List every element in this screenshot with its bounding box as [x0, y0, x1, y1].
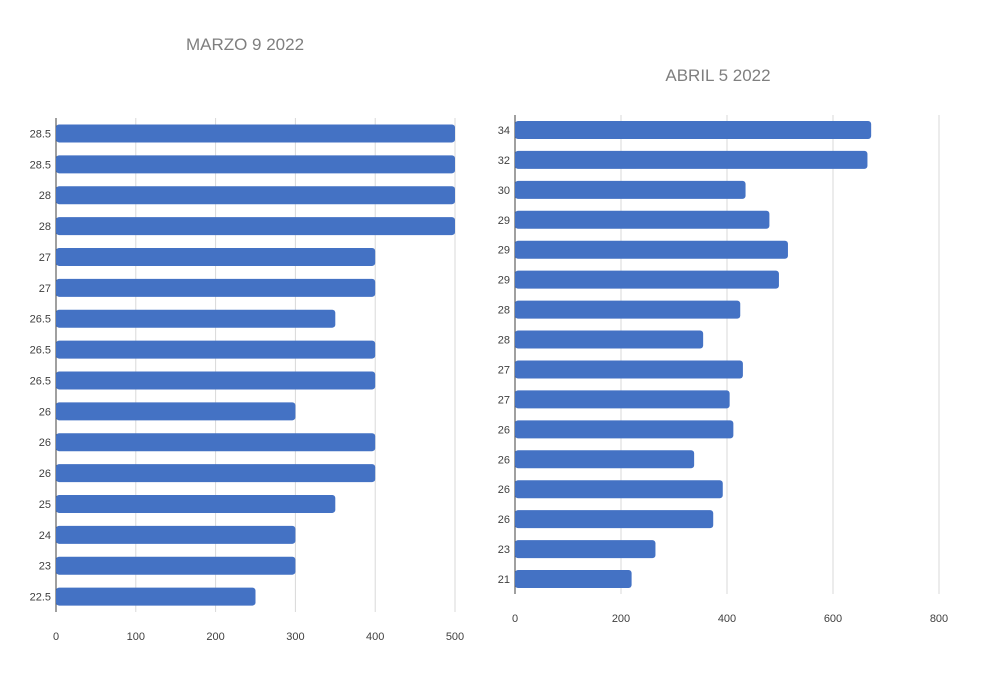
bar [515, 300, 741, 319]
y-category-label: 23 [39, 561, 51, 573]
bar [515, 420, 734, 439]
x-tick-label: 100 [127, 631, 145, 643]
bar [515, 480, 723, 499]
bar [56, 371, 376, 390]
bar [515, 210, 770, 229]
x-tick-label: 400 [718, 613, 736, 625]
x-tick-label: 800 [930, 613, 948, 625]
bar [56, 494, 336, 513]
y-category-label: 29 [498, 215, 510, 227]
y-category-label: 27 [498, 364, 510, 376]
y-category-label: 22.5 [30, 592, 51, 604]
bar [56, 309, 336, 328]
y-category-label: 28.5 [30, 159, 51, 171]
y-category-label: 34 [498, 125, 510, 137]
bar [515, 330, 704, 349]
y-category-label: 26 [498, 424, 510, 436]
y-category-label: 27 [39, 252, 51, 264]
bar [56, 247, 376, 266]
y-category-label: 26 [39, 468, 51, 480]
bar [515, 510, 714, 529]
y-category-label: 26.5 [30, 375, 51, 387]
y-category-label: 28 [39, 190, 51, 202]
bar [515, 120, 872, 139]
x-tick-label: 500 [446, 631, 464, 643]
bar [56, 402, 296, 421]
bar [56, 525, 296, 544]
y-category-label: 26 [39, 437, 51, 449]
chart-marzo: MARZO 9 2022 0 100 200 300 400 500 28.5 28.5 28 28… [30, 35, 465, 643]
x-tick-label: 0 [53, 631, 59, 643]
y-category-label: 28 [39, 221, 51, 233]
bar [56, 155, 455, 174]
y-category-label: 26 [498, 484, 510, 496]
bar [515, 540, 656, 559]
bar [56, 278, 376, 297]
y-category-label: 27 [498, 394, 510, 406]
y-category-label: 28 [498, 335, 510, 347]
x-tick-label: 600 [824, 613, 842, 625]
y-category-label: 29 [498, 275, 510, 287]
y-category-label: 21 [498, 574, 510, 586]
x-tick-label: 200 [612, 613, 630, 625]
y-category-label: 26 [498, 454, 510, 466]
y-category-label: 27 [39, 283, 51, 295]
chart-abril: ABRIL 5 2022 0 200 400 600 800 34 32 30 29 29 29 28 2… [498, 66, 948, 625]
y-category-label: 23 [498, 544, 510, 556]
bar [56, 587, 256, 606]
bar [515, 240, 788, 259]
y-category-label: 28 [498, 305, 510, 317]
bar [56, 556, 296, 575]
y-category-label: 26 [39, 406, 51, 418]
bar [515, 270, 779, 289]
y-category-label: 24 [39, 530, 51, 542]
bar [56, 464, 376, 483]
bar [56, 186, 455, 205]
y-category-label: 26 [498, 514, 510, 526]
y-category-label: 28.5 [30, 128, 51, 140]
chart-title: ABRIL 5 2022 [665, 66, 770, 85]
bar [515, 150, 868, 169]
bar [56, 124, 455, 143]
bar [56, 433, 376, 452]
x-tick-label: 400 [366, 631, 384, 643]
y-category-label: 26.5 [30, 314, 51, 326]
chart-title: MARZO 9 2022 [186, 35, 304, 54]
x-tick-label: 200 [206, 631, 224, 643]
x-tick-label: 300 [286, 631, 304, 643]
bar [515, 390, 730, 409]
bar [56, 217, 455, 236]
x-tick-label: 0 [512, 613, 518, 625]
bar [515, 450, 695, 469]
bar [56, 340, 376, 359]
y-category-label: 25 [39, 499, 51, 511]
y-category-label: 30 [498, 185, 510, 197]
bar [515, 360, 743, 379]
bar [515, 570, 632, 589]
y-category-label: 32 [498, 155, 510, 167]
bar [515, 180, 746, 199]
y-category-label: 26.5 [30, 345, 51, 357]
y-category-label: 29 [498, 245, 510, 257]
